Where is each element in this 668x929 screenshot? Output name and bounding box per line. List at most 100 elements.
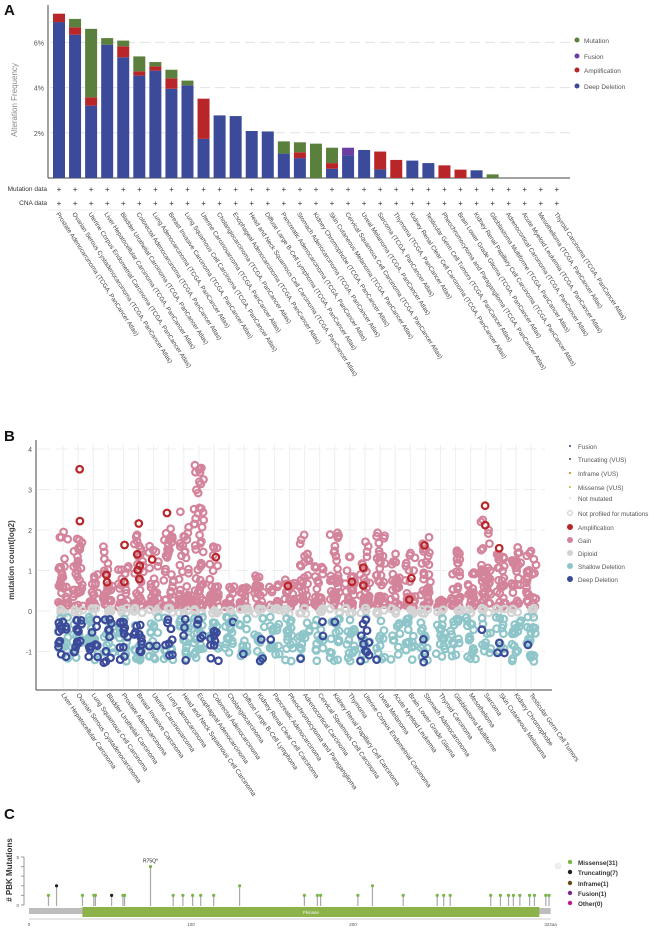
- mutation-data-mark: +: [378, 185, 383, 194]
- y-tick-label: 4%: [34, 86, 44, 93]
- deep-deletion-point: [193, 615, 203, 625]
- gain-point: [135, 585, 145, 595]
- gain-point: [521, 573, 531, 583]
- lollipop-head: [199, 893, 203, 898]
- amplification-point: [358, 581, 368, 590]
- gain-point: [392, 575, 402, 585]
- gain-point: [99, 547, 109, 557]
- shallow-deletion-point: [222, 612, 231, 622]
- mutation-data-mark: +: [105, 185, 110, 194]
- cna-data-mark: +: [442, 199, 447, 208]
- diploid-point: [88, 604, 98, 614]
- gain-point: [525, 548, 535, 558]
- amplification-point: [119, 577, 129, 587]
- deep-deletion-point: [85, 645, 95, 654]
- lollipop-head: [315, 893, 319, 898]
- legend-label: Fusion: [584, 54, 604, 61]
- legend-label: Diploid: [578, 551, 598, 558]
- deep-deletion-point: [136, 633, 146, 643]
- gain-point: [145, 563, 154, 573]
- lollipop-head: [54, 884, 59, 888]
- deep-deletion-point: [130, 627, 140, 637]
- deep-deletion-point: [206, 640, 215, 650]
- shallow-deletion-point: [471, 654, 480, 664]
- lollipop-head: [110, 893, 114, 898]
- amplification-point: [75, 464, 85, 474]
- diploid-point: [317, 605, 327, 614]
- lollipop-head: [547, 893, 551, 898]
- deep-deletion-point: [72, 625, 82, 634]
- shallow-deletion-point: [150, 654, 160, 664]
- gain-point: [333, 533, 343, 543]
- deep-deletion-point: [196, 633, 206, 643]
- deep-deletion-point: [356, 631, 366, 641]
- legend-label: Not mutated: [578, 496, 613, 503]
- y-tick-label: 0: [28, 609, 32, 616]
- amplification-point: [404, 595, 414, 605]
- amplification-point: [101, 570, 111, 580]
- panel-label-c: C: [4, 806, 15, 823]
- bar-segment-deep-deletion: [358, 149, 371, 178]
- mutation-data-mark: +: [265, 185, 270, 194]
- diploid-point: [250, 609, 260, 618]
- shallow-deletion-point: [454, 638, 464, 648]
- gain-point: [205, 559, 215, 569]
- cna-data-mark: +: [169, 199, 174, 208]
- deep-deletion-point: [209, 640, 219, 650]
- shallow-deletion-point: [523, 612, 533, 622]
- deep-deletion-point: [93, 652, 103, 662]
- deep-deletion-point: [92, 615, 102, 625]
- shallow-deletion-point: [454, 634, 463, 644]
- amplification-point: [147, 555, 157, 564]
- gain-point: [295, 593, 305, 603]
- diploid-point: [212, 608, 222, 618]
- lollipop-head: [442, 893, 446, 898]
- deep-deletion-point: [163, 615, 173, 625]
- gain-point: [304, 556, 314, 566]
- shallow-deletion-point: [449, 617, 458, 627]
- gain-point: [374, 593, 383, 603]
- shallow-deletion-point: [242, 614, 252, 624]
- bar-segment-mutation: [85, 28, 98, 98]
- bar-segment-mutation: [293, 142, 306, 153]
- amplification-point: [358, 563, 368, 573]
- cna-data-mark: +: [105, 199, 110, 208]
- y-tick-label: 0: [16, 903, 19, 908]
- cna-data-mark: +: [330, 199, 335, 208]
- deep-deletion-point: [144, 641, 154, 651]
- bar-segment-deep-deletion: [149, 70, 162, 178]
- gain-point: [330, 541, 340, 551]
- legend-label: Deep Deletion: [584, 84, 626, 91]
- diploid-point: [477, 603, 487, 613]
- diploid-point: [105, 604, 115, 614]
- legend-swatch: [567, 524, 573, 530]
- shallow-deletion-point: [160, 645, 170, 655]
- shallow-deletion-point: [342, 639, 352, 649]
- legend-swatch: [567, 563, 573, 569]
- bar-segment-amplification: [197, 98, 210, 139]
- gain-point: [455, 567, 464, 577]
- gain-point: [312, 584, 322, 594]
- deep-deletion-point: [193, 619, 202, 629]
- deep-deletion-point: [76, 615, 86, 625]
- shallow-deletion-point: [312, 656, 322, 666]
- mutation-data-mark: +: [394, 185, 399, 194]
- lollipop-head: [122, 893, 127, 898]
- y-axis-title: mutation count(log2): [7, 520, 16, 600]
- shallow-deletion-point: [418, 623, 427, 633]
- amplification-point: [133, 565, 143, 575]
- deep-deletion-point: [106, 653, 115, 663]
- gain-point: [310, 562, 320, 572]
- gain-point: [508, 588, 518, 597]
- gain-point: [494, 575, 503, 585]
- diploid-point: [117, 605, 127, 615]
- y-tick-label: 6%: [34, 40, 44, 47]
- mutation-data-mark: +: [442, 185, 447, 194]
- shallow-deletion-point: [189, 649, 199, 659]
- shallow-deletion-point: [491, 612, 501, 622]
- shallow-deletion-point: [376, 616, 386, 626]
- bar-segment-deep-deletion: [245, 130, 258, 178]
- bar-segment-mutation: [486, 174, 499, 178]
- gain-point: [379, 597, 388, 607]
- shallow-deletion-point: [349, 641, 359, 651]
